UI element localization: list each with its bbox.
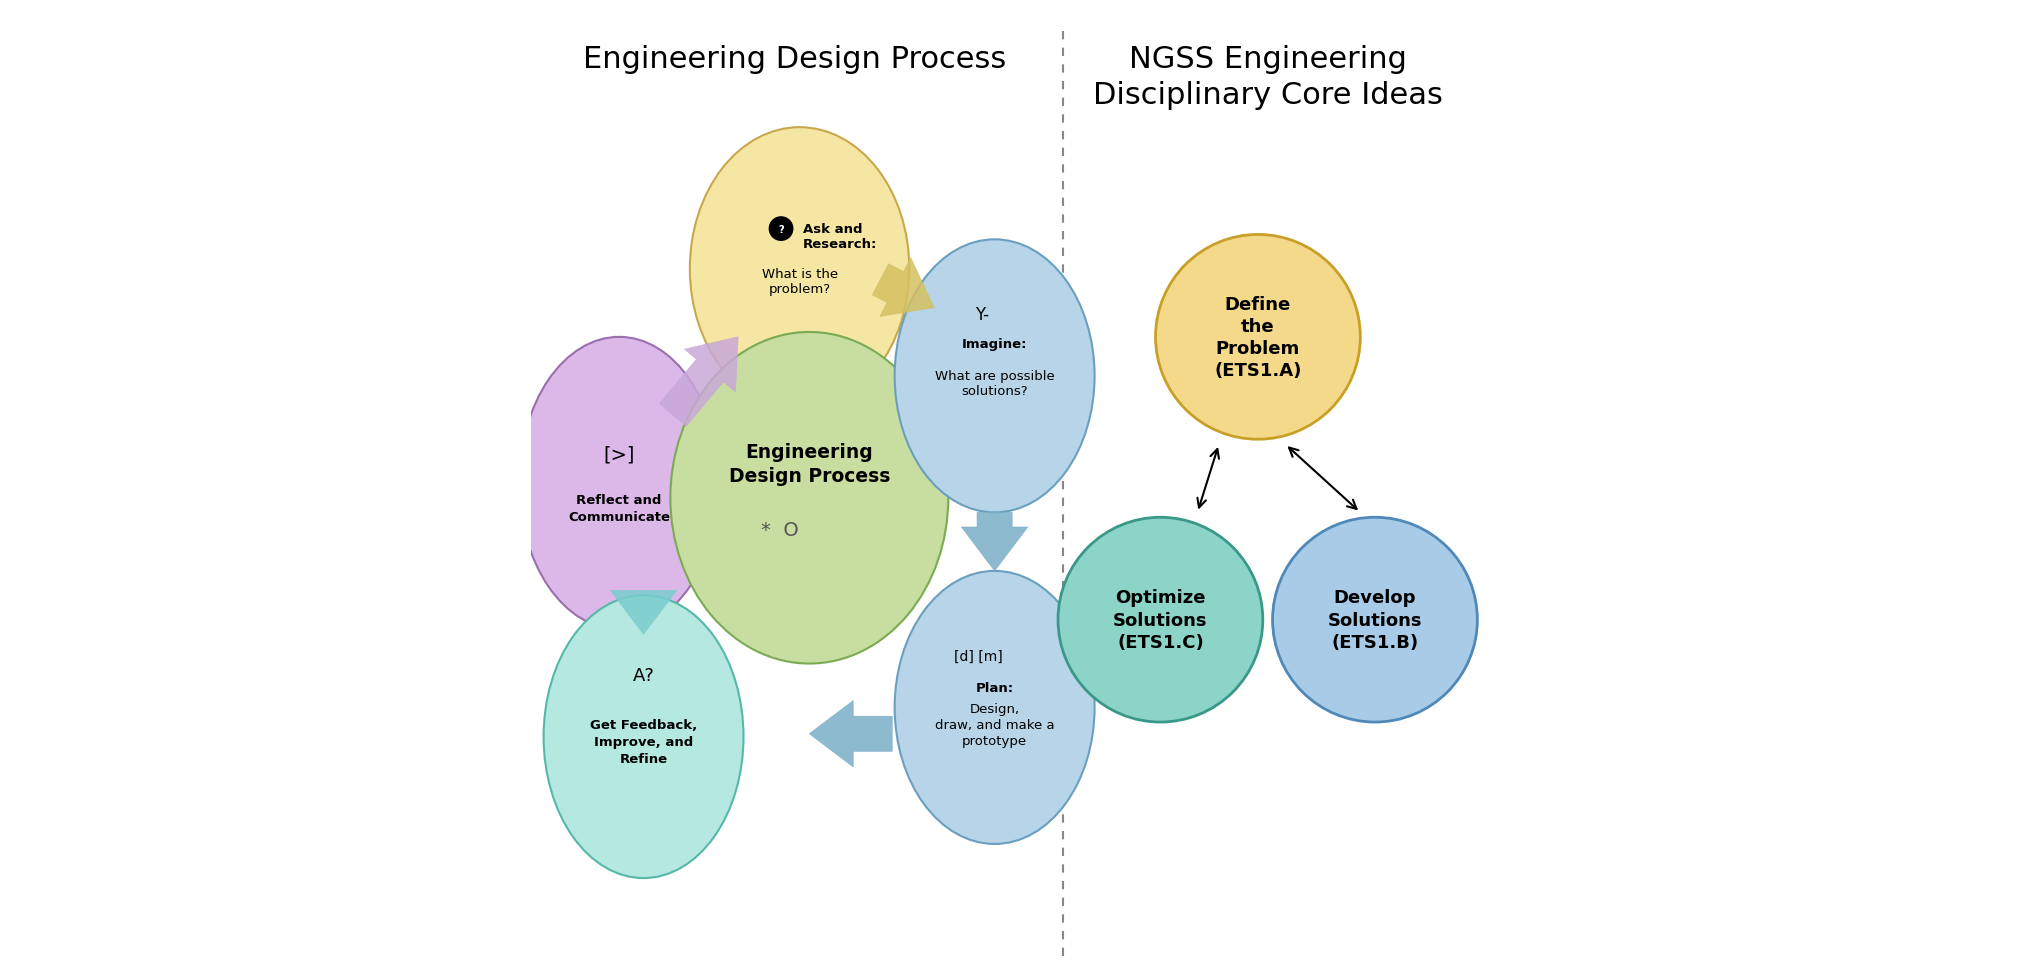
Text: A?: A? bbox=[632, 666, 654, 685]
Circle shape bbox=[1058, 518, 1264, 722]
Text: Imagine:: Imagine: bbox=[962, 338, 1027, 351]
Text: [>]: [>] bbox=[603, 445, 636, 464]
Text: *  O: * O bbox=[762, 521, 799, 540]
Text: Develop
Solutions
(ETS1.B): Develop Solutions (ETS1.B) bbox=[1327, 589, 1423, 652]
Circle shape bbox=[768, 218, 793, 241]
Text: NGSS Engineering
Disciplinary Core Ideas: NGSS Engineering Disciplinary Core Ideas bbox=[1092, 45, 1443, 110]
Ellipse shape bbox=[895, 240, 1094, 513]
Text: Ask and
Research:: Ask and Research: bbox=[803, 223, 876, 251]
Text: Design,
draw, and make a
prototype: Design, draw, and make a prototype bbox=[935, 701, 1054, 746]
Text: [d] [m]: [d] [m] bbox=[954, 649, 1003, 663]
Text: Define
the
Problem
(ETS1.A): Define the Problem (ETS1.A) bbox=[1215, 295, 1302, 380]
Circle shape bbox=[1156, 235, 1359, 440]
Ellipse shape bbox=[671, 332, 948, 663]
Text: What is the
problem?: What is the problem? bbox=[762, 268, 838, 296]
Polygon shape bbox=[611, 591, 677, 635]
Text: Optimize
Solutions
(ETS1.C): Optimize Solutions (ETS1.C) bbox=[1113, 589, 1209, 652]
Text: Reflect and
Communicate: Reflect and Communicate bbox=[569, 493, 671, 523]
Ellipse shape bbox=[520, 337, 719, 630]
Polygon shape bbox=[872, 259, 933, 318]
Text: ?: ? bbox=[779, 225, 785, 234]
Text: Y-: Y- bbox=[974, 306, 988, 324]
Text: Plan:: Plan: bbox=[976, 682, 1013, 695]
Text: Engineering
Design Process: Engineering Design Process bbox=[730, 443, 891, 486]
Text: Engineering Design Process: Engineering Design Process bbox=[583, 45, 1007, 74]
Circle shape bbox=[1272, 518, 1478, 722]
Polygon shape bbox=[809, 701, 893, 767]
Ellipse shape bbox=[895, 572, 1094, 844]
Polygon shape bbox=[962, 513, 1027, 572]
Text: What are possible
solutions?: What are possible solutions? bbox=[935, 369, 1054, 398]
Text: Get Feedback,
Improve, and
Refine: Get Feedback, Improve, and Refine bbox=[589, 718, 697, 765]
Polygon shape bbox=[660, 337, 738, 427]
Ellipse shape bbox=[544, 596, 744, 878]
Ellipse shape bbox=[689, 128, 909, 410]
